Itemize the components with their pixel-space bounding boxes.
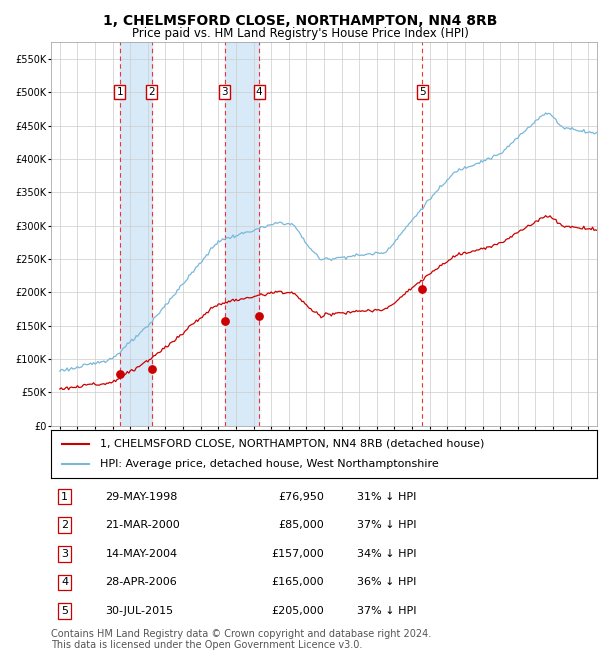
Text: 4: 4 [61, 577, 68, 588]
Point [220, 316, 230, 326]
Text: 1: 1 [116, 87, 123, 98]
Text: £85,000: £85,000 [278, 520, 324, 530]
Text: 1, CHELMSFORD CLOSE, NORTHAMPTON, NN4 8RB: 1, CHELMSFORD CLOSE, NORTHAMPTON, NN4 8R… [103, 14, 497, 29]
Text: £157,000: £157,000 [271, 549, 324, 559]
Bar [120, 42, 152, 426]
Text: 37% ↓ HPI: 37% ↓ HPI [357, 520, 416, 530]
Text: 2: 2 [61, 520, 68, 530]
Point [254, 311, 264, 321]
Text: Price paid vs. HM Land Registry's House Price Index (HPI): Price paid vs. HM Land Registry's House … [131, 27, 469, 40]
Text: £165,000: £165,000 [271, 577, 324, 588]
Text: 36% ↓ HPI: 36% ↓ HPI [357, 577, 416, 588]
Text: This data is licensed under the Open Government Licence v3.0.: This data is licensed under the Open Gov… [51, 640, 362, 650]
Point [115, 369, 125, 380]
Text: £205,000: £205,000 [271, 606, 324, 616]
Text: 37% ↓ HPI: 37% ↓ HPI [357, 606, 416, 616]
Text: 5: 5 [419, 87, 425, 98]
Text: 34% ↓ HPI: 34% ↓ HPI [357, 549, 416, 559]
Text: 31% ↓ HPI: 31% ↓ HPI [357, 491, 416, 502]
Text: 21-MAR-2000: 21-MAR-2000 [106, 520, 181, 530]
Text: 29-MAY-1998: 29-MAY-1998 [106, 491, 178, 502]
Text: 28-APR-2006: 28-APR-2006 [106, 577, 178, 588]
Text: HPI: Average price, detached house, West Northamptonshire: HPI: Average price, detached house, West… [100, 460, 439, 469]
Text: 30-JUL-2015: 30-JUL-2015 [106, 606, 174, 616]
Text: 14-MAY-2004: 14-MAY-2004 [106, 549, 178, 559]
Text: £76,950: £76,950 [278, 491, 324, 502]
Point [147, 364, 157, 374]
Text: 3: 3 [61, 549, 68, 559]
Text: 4: 4 [256, 87, 262, 98]
Text: Contains HM Land Registry data © Crown copyright and database right 2024.: Contains HM Land Registry data © Crown c… [51, 629, 431, 638]
Text: 3: 3 [221, 87, 228, 98]
Bar [225, 42, 259, 426]
Point [418, 284, 427, 294]
Text: 1: 1 [61, 491, 68, 502]
Text: 5: 5 [61, 606, 68, 616]
Text: 2: 2 [148, 87, 155, 98]
Text: 1, CHELMSFORD CLOSE, NORTHAMPTON, NN4 8RB (detached house): 1, CHELMSFORD CLOSE, NORTHAMPTON, NN4 8R… [100, 439, 485, 448]
